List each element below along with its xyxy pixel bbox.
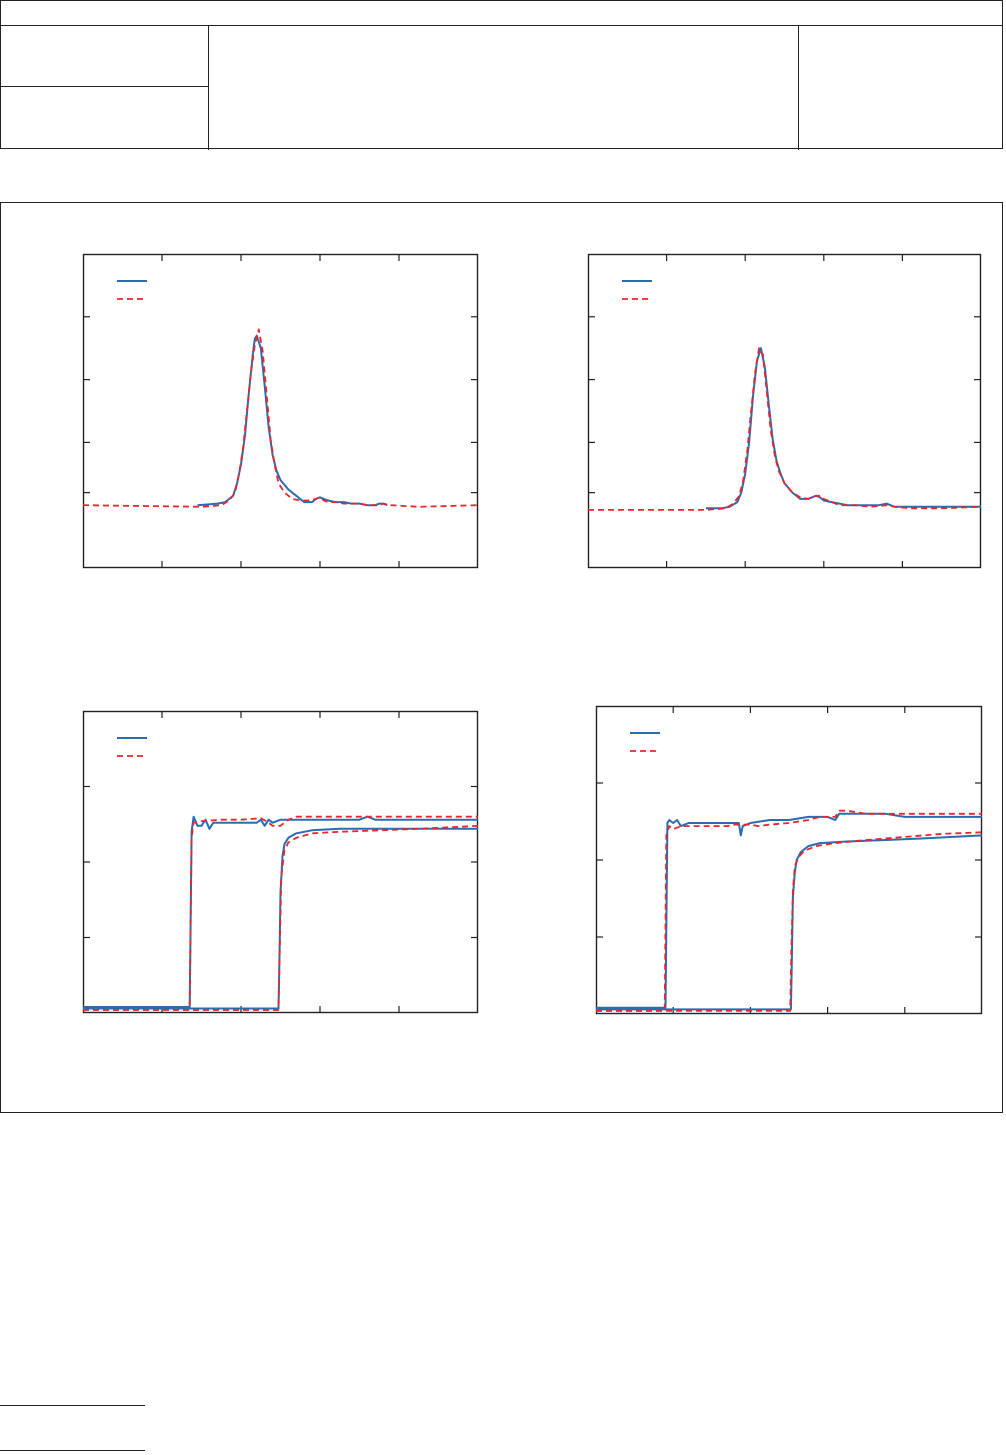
- figure-frame: [0, 202, 1003, 1113]
- series-line-1: [596, 809, 982, 1012]
- header-cell-right: [799, 25, 1004, 150]
- header-cell-left-top: [1, 25, 209, 87]
- series-line-1: [83, 815, 478, 1010]
- header-table: [0, 0, 1004, 150]
- chart-top-right: [587, 253, 982, 569]
- header-cell-center: [209, 25, 799, 150]
- header-cell-left-bottom: [1, 87, 209, 150]
- series-line-1: [588, 347, 982, 511]
- series-line-1: [82, 328, 479, 508]
- plot-frame: [595, 705, 983, 1015]
- chart-bottom-left: [82, 710, 479, 1014]
- plot-frame: [82, 253, 479, 569]
- series-line-0: [705, 347, 981, 510]
- chart-bottom-right: [595, 705, 983, 1015]
- series-line-2: [596, 834, 983, 1011]
- series-line-0: [83, 815, 478, 1008]
- series-line-0: [197, 334, 388, 507]
- header-top-row-divider: [1, 25, 1002, 26]
- footnote-rule-1: [0, 1405, 145, 1406]
- series-line-3: [83, 824, 479, 1011]
- chart-top-left: [82, 253, 479, 569]
- footnote-rule-2: [0, 1450, 145, 1451]
- plot-frame: [587, 253, 982, 569]
- series-line-2: [83, 827, 478, 1010]
- series-line-0: [596, 812, 982, 1009]
- series-line-3: [596, 831, 983, 1012]
